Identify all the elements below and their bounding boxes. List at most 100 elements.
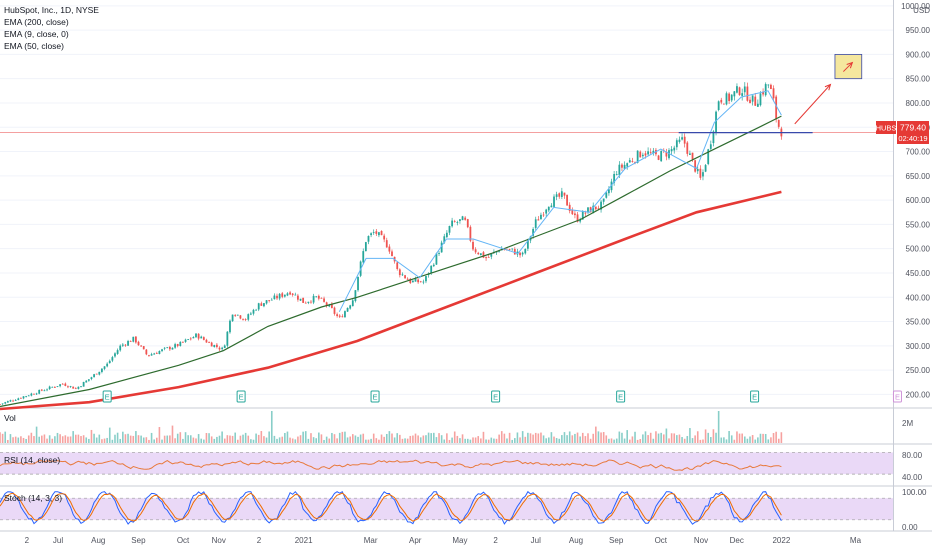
earnings-marker[interactable] bbox=[370, 390, 380, 403]
volume-bar bbox=[22, 437, 25, 443]
volume-bar bbox=[422, 435, 425, 443]
volume-bar bbox=[639, 439, 642, 443]
volume-bar bbox=[425, 435, 427, 443]
volume-bar bbox=[642, 434, 644, 443]
earnings-marker-label: E bbox=[239, 393, 244, 402]
candle-body bbox=[323, 298, 325, 302]
candle-body bbox=[464, 217, 467, 220]
stoch-pane[interactable]: Stoch (14, 3, 3) 100.00 0.00 bbox=[0, 488, 927, 532]
candle-body bbox=[581, 211, 584, 220]
time-axis[interactable]: 2 Jul Aug Sep Oct Nov 2 2021 Mar Apr May 2 Jul Aug Sep… bbox=[25, 536, 862, 545]
candle-body bbox=[82, 382, 85, 387]
volume-bar bbox=[312, 437, 315, 443]
volume-bar bbox=[242, 434, 244, 443]
candle-body bbox=[90, 377, 93, 379]
volume-bar bbox=[741, 433, 743, 443]
candle-body bbox=[490, 253, 493, 257]
candle-body bbox=[72, 386, 75, 389]
candle-body bbox=[119, 345, 122, 351]
earnings-marker[interactable] bbox=[102, 390, 112, 403]
candle-body bbox=[98, 371, 101, 375]
candle-body bbox=[686, 142, 689, 154]
volume-bar bbox=[119, 438, 122, 443]
volume-bar bbox=[608, 438, 610, 443]
volume-bar bbox=[576, 432, 579, 443]
candle-body bbox=[51, 386, 54, 388]
volume-bar bbox=[516, 432, 519, 443]
candle-body bbox=[134, 336, 137, 343]
time-tick: Sep bbox=[609, 536, 624, 545]
volume-bar bbox=[263, 436, 265, 443]
candle-body bbox=[487, 257, 490, 258]
candle-body bbox=[511, 248, 514, 250]
earnings-marker[interactable] bbox=[750, 390, 760, 403]
volume-bar bbox=[328, 438, 331, 443]
earnings-marker[interactable] bbox=[491, 390, 501, 403]
time-tick: Ma bbox=[850, 536, 862, 545]
candle-body bbox=[260, 303, 263, 306]
volume-bar bbox=[176, 433, 179, 443]
volume-bar bbox=[584, 436, 587, 443]
rsi-pane[interactable]: RSI (14, close) 80.00 40.00 bbox=[0, 451, 923, 482]
time-tick: Dec bbox=[730, 536, 744, 545]
price-tick: 650.00 bbox=[906, 172, 931, 181]
candle-body bbox=[607, 189, 610, 194]
earnings-marker[interactable] bbox=[236, 390, 246, 403]
volume-bar bbox=[218, 435, 221, 443]
candle-body bbox=[1, 403, 4, 405]
volume-bar bbox=[122, 431, 124, 443]
volume-bar bbox=[626, 430, 628, 443]
candle-body bbox=[351, 300, 354, 307]
candle-body bbox=[754, 96, 757, 106]
volume-pane[interactable]: Vol 2M bbox=[0, 411, 913, 443]
earnings-marker[interactable] bbox=[616, 390, 626, 403]
volume-bar bbox=[602, 432, 605, 443]
earnings-marker[interactable] bbox=[892, 390, 902, 403]
candle-body bbox=[364, 242, 367, 252]
volume-bar bbox=[77, 434, 80, 443]
candle-body bbox=[22, 396, 25, 399]
candle-body bbox=[187, 339, 190, 340]
earnings-marker-label: E bbox=[618, 393, 623, 402]
volume-bar bbox=[595, 426, 597, 443]
volume-bar bbox=[148, 439, 150, 443]
volume-bar bbox=[712, 429, 715, 443]
candle-body bbox=[649, 152, 652, 154]
candle-body bbox=[736, 86, 738, 93]
volume-bar bbox=[145, 437, 148, 443]
candle-body bbox=[176, 344, 179, 347]
volume-bar bbox=[412, 435, 414, 443]
trend-arrow[interactable] bbox=[794, 61, 854, 125]
candle-body bbox=[602, 198, 605, 202]
candle-body bbox=[247, 314, 250, 320]
candle-body bbox=[534, 219, 537, 228]
volume-bar bbox=[456, 435, 459, 443]
candle-body bbox=[263, 303, 265, 307]
volume-bar bbox=[767, 439, 770, 443]
volume-bar bbox=[380, 434, 383, 443]
candle-body bbox=[767, 84, 770, 86]
volume-bar bbox=[587, 433, 589, 443]
volume-bar bbox=[310, 433, 312, 443]
last-price-text: 779.40 bbox=[900, 123, 926, 133]
candle-body bbox=[252, 309, 255, 314]
volume-bar bbox=[717, 411, 720, 443]
candle-body bbox=[336, 314, 339, 317]
candle-body bbox=[307, 301, 310, 303]
price-tick: 850.00 bbox=[906, 75, 931, 84]
price-axis[interactable]: USD 1000.00950.00900.00850.00800.00750.0… bbox=[901, 2, 930, 400]
volume-bar bbox=[487, 439, 490, 443]
volume-bar bbox=[561, 435, 563, 443]
candle-body bbox=[660, 150, 663, 162]
time-tick: 2022 bbox=[772, 536, 790, 545]
time-tick: May bbox=[452, 536, 467, 545]
candle-body bbox=[35, 393, 38, 395]
candle-body bbox=[239, 315, 242, 319]
candle-body bbox=[398, 269, 401, 276]
volume-bar bbox=[621, 432, 623, 443]
candle-body bbox=[385, 240, 388, 248]
target-box[interactable] bbox=[834, 54, 863, 80]
volume-bar bbox=[114, 434, 116, 443]
